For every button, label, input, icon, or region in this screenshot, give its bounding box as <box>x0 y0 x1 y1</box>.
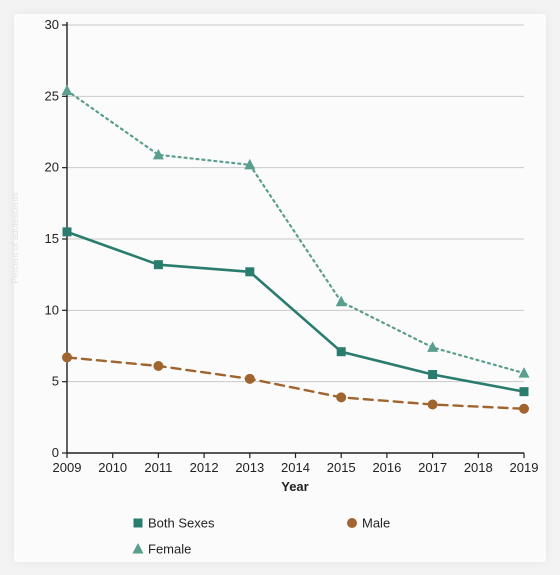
chart-panel <box>14 14 546 562</box>
data-point-both-sexes <box>153 260 163 270</box>
y-tick-label: 10 <box>45 302 59 317</box>
gridlines <box>67 24 524 383</box>
legend-marker-female <box>132 543 144 554</box>
y-axis-title: Percent of adolescents <box>10 192 20 284</box>
series-line-female <box>65 89 526 375</box>
series-line-male <box>65 356 526 410</box>
data-point-female <box>61 84 73 96</box>
y-tick-label: 20 <box>45 160 59 175</box>
data-point-female <box>518 367 530 378</box>
legend-item-female: Female <box>132 542 191 557</box>
data-point-male <box>62 352 72 363</box>
ticks: 0 5 10 15 20 25 30 2009 2010 2011 2012 2013 2014 2015… <box>45 17 539 475</box>
x-axis-title: Year <box>281 479 308 494</box>
legend-label-female: Female <box>148 542 191 557</box>
data-point-male <box>336 392 347 403</box>
x-tick-label: 2009 <box>53 460 82 475</box>
legend-item-male: Male <box>347 516 390 531</box>
data-point-female <box>244 158 256 170</box>
legend-label-male: Male <box>362 516 390 531</box>
x-tick-label: 2017 <box>418 460 447 475</box>
series-both-sexes <box>62 227 529 397</box>
x-tick-label: 2018 <box>464 460 493 475</box>
y-tick-label: 5 <box>52 374 59 389</box>
y-tick-label: 25 <box>45 88 59 103</box>
data-point-male <box>427 399 438 410</box>
x-tick-label: 2015 <box>327 460 356 475</box>
legend-marker-both-sexes <box>133 518 143 528</box>
x-tick-label: 2011 <box>144 460 172 475</box>
x-tick-label: 2010 <box>98 460 127 475</box>
data-point-both-sexes <box>519 387 529 397</box>
x-tick-label: 2019 <box>510 460 539 475</box>
legend-item-both-sexes: Both Sexes <box>133 516 215 531</box>
x-tick-label: 2014 <box>281 460 310 475</box>
data-point-female <box>427 341 439 352</box>
data-point-both-sexes <box>62 227 72 237</box>
x-tick-label: 2013 <box>235 460 264 475</box>
data-point-male <box>519 403 529 414</box>
series-female <box>61 84 530 378</box>
series-male <box>62 352 529 414</box>
legend-marker-male <box>347 518 357 528</box>
y-tick-label: 0 <box>52 445 59 460</box>
data-point-male <box>153 360 164 371</box>
x-tick-label: 2016 <box>372 460 401 475</box>
legend-label-both-sexes: Both Sexes <box>148 516 215 531</box>
data-point-female <box>335 295 347 307</box>
data-point-both-sexes <box>245 267 255 277</box>
data-point-both-sexes <box>336 347 346 357</box>
y-tick-label: 30 <box>45 17 59 32</box>
data-point-male <box>244 373 255 384</box>
data-point-female <box>152 148 164 160</box>
legend: Both Sexes Male Female <box>132 516 390 557</box>
y-tick-label: 15 <box>45 231 59 246</box>
x-tick-label: 2012 <box>190 460 219 475</box>
series <box>61 84 530 414</box>
data-point-both-sexes <box>428 370 438 380</box>
series-line-both-sexes <box>65 230 526 393</box>
